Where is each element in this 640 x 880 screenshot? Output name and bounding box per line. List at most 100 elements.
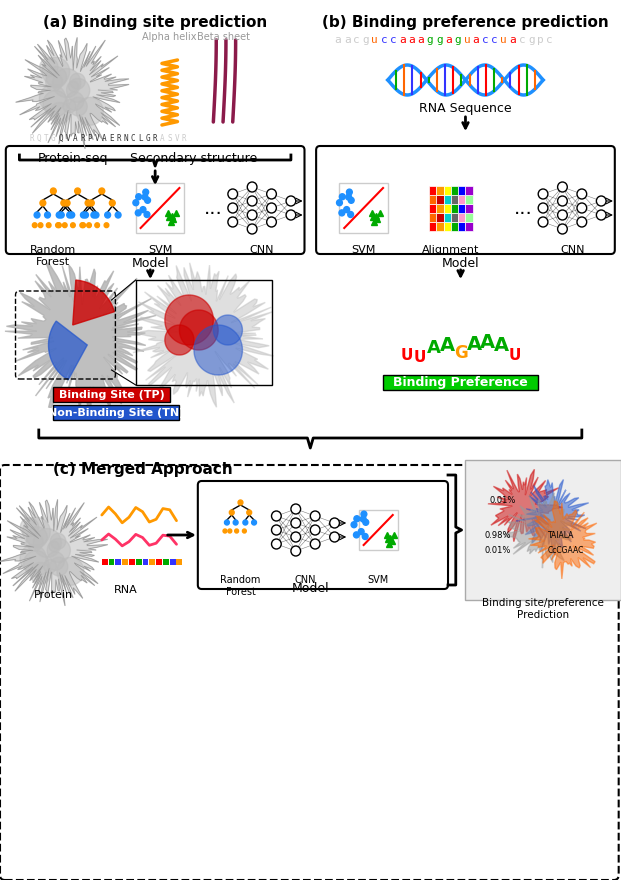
Text: TAIALA: TAIALA bbox=[548, 531, 574, 539]
Circle shape bbox=[105, 212, 111, 218]
Bar bbox=[122, 559, 128, 565]
Text: N: N bbox=[124, 134, 128, 143]
Circle shape bbox=[267, 189, 276, 199]
Circle shape bbox=[135, 209, 141, 216]
Polygon shape bbox=[165, 325, 194, 355]
Polygon shape bbox=[45, 73, 63, 91]
Polygon shape bbox=[51, 533, 66, 549]
Bar bbox=[102, 559, 108, 565]
Polygon shape bbox=[213, 315, 243, 345]
Circle shape bbox=[95, 223, 99, 228]
Circle shape bbox=[247, 210, 257, 220]
Circle shape bbox=[557, 196, 567, 206]
Polygon shape bbox=[5, 263, 156, 414]
Bar bbox=[429, 186, 436, 194]
Polygon shape bbox=[68, 81, 79, 92]
Text: g: g bbox=[454, 35, 461, 45]
Circle shape bbox=[133, 200, 139, 206]
Circle shape bbox=[243, 520, 248, 525]
Text: A: A bbox=[160, 134, 164, 143]
Text: c: c bbox=[482, 35, 489, 45]
Polygon shape bbox=[20, 517, 38, 537]
Bar bbox=[339, 183, 388, 233]
Circle shape bbox=[247, 224, 257, 234]
Circle shape bbox=[361, 511, 367, 517]
Circle shape bbox=[310, 539, 320, 549]
Bar bbox=[451, 203, 458, 212]
Bar bbox=[458, 212, 465, 222]
Polygon shape bbox=[133, 263, 273, 407]
Bar bbox=[465, 194, 473, 203]
Text: Protein: Protein bbox=[34, 590, 73, 600]
Polygon shape bbox=[22, 517, 51, 546]
Circle shape bbox=[363, 519, 369, 525]
Circle shape bbox=[310, 525, 320, 535]
Polygon shape bbox=[179, 310, 218, 350]
Text: Alignment: Alignment bbox=[422, 245, 479, 255]
Circle shape bbox=[348, 211, 353, 217]
Bar bbox=[429, 212, 436, 222]
Circle shape bbox=[104, 223, 109, 228]
Text: Model: Model bbox=[291, 582, 329, 595]
Text: L: L bbox=[138, 134, 143, 143]
Bar bbox=[436, 222, 444, 231]
Circle shape bbox=[223, 529, 227, 533]
Bar bbox=[451, 212, 458, 222]
Circle shape bbox=[86, 223, 92, 228]
Bar bbox=[458, 194, 465, 203]
Bar bbox=[129, 559, 135, 565]
Text: Model: Model bbox=[442, 257, 479, 270]
Polygon shape bbox=[516, 480, 589, 555]
Bar bbox=[444, 194, 451, 203]
Text: a: a bbox=[509, 35, 516, 45]
Bar bbox=[451, 194, 458, 203]
Polygon shape bbox=[50, 557, 68, 576]
Bar bbox=[444, 212, 451, 222]
Text: G: G bbox=[51, 134, 56, 143]
Bar bbox=[143, 559, 148, 565]
Text: c: c bbox=[547, 35, 553, 45]
Text: Protein-seq: Protein-seq bbox=[38, 152, 108, 165]
Bar bbox=[465, 186, 473, 194]
Text: Q: Q bbox=[58, 134, 63, 143]
Circle shape bbox=[142, 194, 148, 200]
Text: c: c bbox=[381, 35, 387, 45]
Circle shape bbox=[63, 223, 67, 228]
Text: a: a bbox=[408, 35, 415, 45]
Circle shape bbox=[271, 525, 281, 535]
Circle shape bbox=[99, 188, 105, 194]
Text: A: A bbox=[426, 339, 440, 356]
Polygon shape bbox=[16, 38, 129, 149]
Text: CNN: CNN bbox=[294, 575, 316, 585]
Circle shape bbox=[252, 520, 257, 525]
Bar bbox=[136, 183, 184, 233]
Text: Random
Forest: Random Forest bbox=[30, 245, 76, 267]
Circle shape bbox=[61, 200, 67, 206]
Text: Binding Preference: Binding Preference bbox=[393, 376, 528, 388]
Circle shape bbox=[81, 212, 86, 218]
Circle shape bbox=[80, 223, 84, 228]
Bar bbox=[163, 559, 169, 565]
Circle shape bbox=[339, 194, 345, 200]
Circle shape bbox=[83, 212, 88, 218]
Text: R: R bbox=[182, 134, 186, 143]
Polygon shape bbox=[26, 533, 44, 551]
Circle shape bbox=[362, 533, 368, 539]
Circle shape bbox=[228, 189, 237, 199]
Circle shape bbox=[286, 196, 296, 206]
Text: RNA: RNA bbox=[114, 585, 138, 595]
Text: a: a bbox=[473, 35, 479, 45]
Text: g: g bbox=[436, 35, 443, 45]
Polygon shape bbox=[63, 99, 76, 113]
Circle shape bbox=[38, 223, 43, 228]
Text: V: V bbox=[95, 134, 99, 143]
Text: ...: ... bbox=[515, 199, 533, 217]
Text: Alpha helix: Alpha helix bbox=[143, 32, 197, 42]
Circle shape bbox=[577, 189, 587, 199]
Circle shape bbox=[351, 522, 357, 528]
Circle shape bbox=[228, 217, 237, 227]
Circle shape bbox=[267, 217, 276, 227]
Circle shape bbox=[247, 196, 257, 206]
Text: U: U bbox=[509, 348, 521, 363]
Text: g: g bbox=[427, 35, 433, 45]
